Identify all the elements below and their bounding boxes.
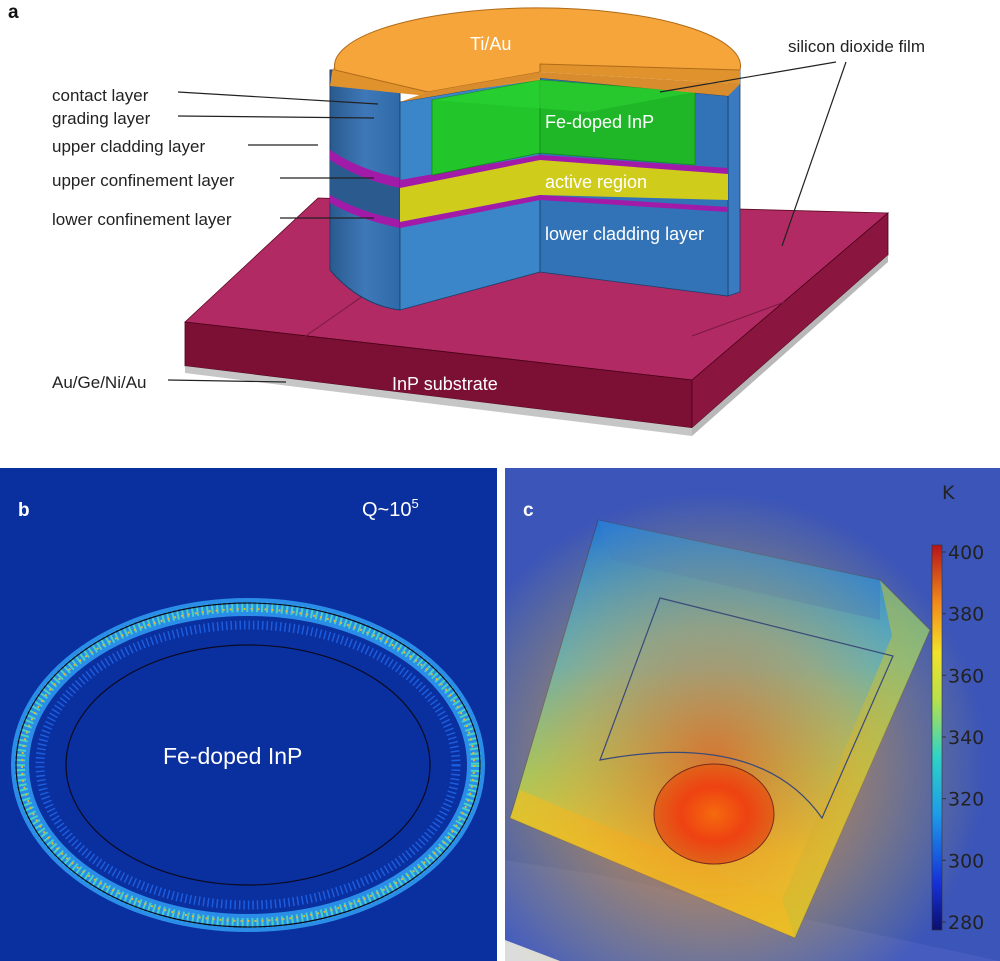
grading-leader <box>177 115 375 119</box>
colorbar-tick-label: 300 <box>948 850 984 872</box>
left-labels: contact layer grading layer upper claddi… <box>52 86 379 392</box>
panel-c-letter: c <box>523 500 534 521</box>
mode-ring-inner <box>35 620 461 910</box>
au-ge-ni-au-leader <box>167 379 287 383</box>
lower-confinement-label: lower confinement layer <box>52 210 232 229</box>
disk-outline <box>15 602 481 928</box>
colorbar-tick-label: 360 <box>948 665 984 687</box>
panel-b: b Q~105 Fe-doped InP <box>0 468 497 961</box>
panel-a-letter: a <box>8 2 19 23</box>
colorbar-tick-label: 280 <box>948 912 984 934</box>
colorbar-tick-label: 400 <box>948 542 984 564</box>
cut-outline <box>599 597 894 820</box>
oxide-leader-2 <box>781 61 847 247</box>
panel-c: c K 400 380 360 340 320 300 280 <box>505 468 1000 961</box>
grading-layer-label: grading layer <box>52 109 151 128</box>
fe-inp-center-label: Fe-doped InP <box>163 743 302 769</box>
colorbar <box>931 544 943 931</box>
q-factor-label: Q~105 <box>362 496 419 521</box>
lower-cladding-label: lower cladding layer <box>545 224 704 244</box>
pillar <box>329 7 741 311</box>
substrate-label: InP substrate <box>392 374 498 394</box>
colorbar-tick-label: 320 <box>948 789 984 811</box>
mode-ring-fringes <box>15 602 481 928</box>
panel-a: a <box>8 2 925 436</box>
colorbar-tick-label: 380 <box>948 604 984 626</box>
fe-inp-label: Fe-doped InP <box>545 112 654 132</box>
silicon-dioxide-label: silicon dioxide film <box>788 37 925 56</box>
au-ge-ni-au-label: Au/Ge/Ni/Au <box>52 373 147 392</box>
mode-ring-peaks <box>21 608 475 922</box>
contact-leader <box>177 91 379 105</box>
panel-b-letter: b <box>18 500 30 521</box>
oxide-leader-1 <box>659 61 837 93</box>
hotspot <box>653 763 775 865</box>
upper-confinement-label: upper confinement layer <box>52 171 235 190</box>
active-region-label: active region <box>545 172 647 192</box>
colorbar-tick-label: 340 <box>948 727 984 749</box>
colorbar-ticks: 400 380 360 340 320 300 280 <box>942 542 984 934</box>
colorbar-unit: K <box>942 482 955 504</box>
upper-cladding-label: upper cladding layer <box>52 137 205 156</box>
mode-field-background <box>0 468 497 961</box>
ti-au-label: Ti/Au <box>470 34 511 54</box>
fe-inp-outline <box>65 644 431 886</box>
contact-layer-label: contact layer <box>52 86 149 105</box>
